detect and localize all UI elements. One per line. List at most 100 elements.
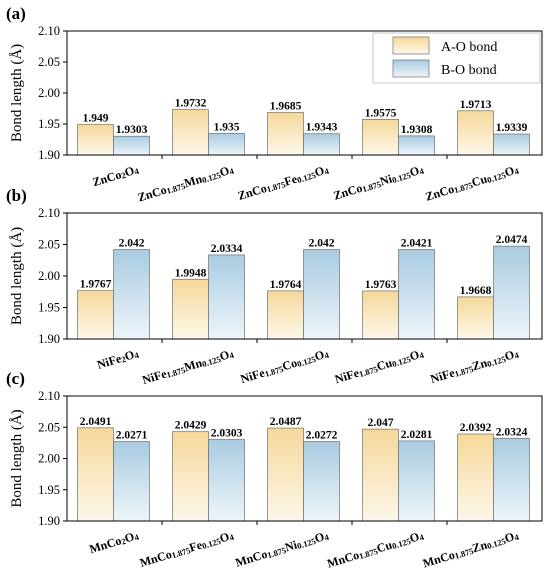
data-label: 1.9763 [365,279,397,291]
category-text: MnCo [325,548,360,571]
y-tick-label: 1.90 [38,514,60,528]
category-text: Cu [375,355,394,373]
category-subscript: 4 [228,350,236,361]
y-tick-label: 2.00 [38,452,60,466]
x-category-label-1: MnCo2O4 [88,528,141,557]
category-text: NiFe [140,366,168,387]
category-text: Zn [471,355,489,373]
y-axis-label: Bond length (Å) [9,409,25,507]
bar-a-o-3 [267,427,304,522]
bar-b-o-2 [208,439,245,522]
panel-label: (b) [6,186,27,205]
category-text: Cu [470,171,489,189]
x-category-label-4: ZnCo1.875Ni0.125O4 [332,162,426,203]
bar-b-o-3 [303,441,340,522]
data-label: 2.0474 [496,234,528,246]
bar-b-o-1 [113,441,150,522]
category-subscript: 2 [120,354,127,365]
category-text: Cu [375,537,394,555]
x-category-label-3: MnCo1.875Ni0.125O4 [234,528,331,570]
category-text: Fe [187,537,204,554]
category-text: Zn [471,537,489,555]
data-label: 2.0491 [80,416,112,428]
data-label: 1.9668 [460,285,492,297]
y-tick-label: 2.00 [38,269,60,283]
data-label: 1.9948 [175,267,207,279]
y-tick-label: 2.10 [38,389,60,403]
category-subscript: 4 [418,532,426,543]
bar-b-o-4 [398,135,435,156]
category-text: NiFe [333,365,361,386]
data-label: 2.0487 [270,416,302,428]
category-text: O [313,163,326,179]
data-label: 2.0429 [175,420,207,432]
panel-label: (c) [6,369,25,388]
bar-b-o-1 [113,135,150,156]
data-label: 2.0303 [211,428,243,440]
legend-label: A-O bond [441,40,497,55]
category-text: O [503,529,516,545]
category-text: O [123,163,136,179]
category-text: MnCo [88,533,123,556]
x-category-label-2: MnCo1.875Fe0.125O4 [138,528,236,571]
category-subscript: 4 [513,350,521,361]
y-tick-label: 2.05 [38,420,60,434]
data-label: 1.9685 [270,101,302,113]
category-text: O [408,529,421,545]
bar-b-o-3 [303,133,340,156]
data-label: 2.042 [119,238,145,250]
y-axis-label: Bond length (Å) [9,44,25,142]
data-label: 1.9732 [175,98,207,110]
category-text: O [503,163,516,179]
chart-panel-1: (a) Bond length (Å) 1.949 1.9732 1.9685 1.957… [6,4,543,204]
legend-label: B-O bond [441,63,497,78]
data-label: 1.9767 [80,279,112,291]
bar-b-o-4 [398,440,435,522]
bar-a-o-3 [267,290,304,340]
x-category-label-3: NiFe1.875Co0.125O4 [239,346,331,387]
category-text: Mn [182,355,204,374]
category-text: MnCo [234,547,269,570]
data-label: 1.9713 [460,99,492,111]
category-subscript: 4 [228,166,236,177]
bar-a-o-4 [362,118,399,156]
category-text: ZnCo [424,182,456,204]
category-text: Fe [282,171,299,188]
bar-b-o-3 [303,249,340,340]
bar-b-o-4 [398,249,435,340]
x-category-label-1: ZnCo2O4 [91,162,141,190]
x-category-label-4: MnCo1.875Cu0.125O4 [325,528,425,571]
data-label: 2.0281 [401,429,433,441]
category-subscript: 2 [120,536,127,547]
legend: A-O bond B-O bond [372,32,541,84]
x-category-label-5: MnCo1.875Zn0.125O4 [421,528,521,571]
category-subscript: 4 [418,350,426,361]
y-tick-label: 1.90 [38,332,60,346]
data-label: 1.9339 [496,122,528,134]
data-label: 1.9308 [401,124,433,136]
y-tick-label: 2.00 [38,86,60,100]
category-text: ZnCo [332,181,364,203]
panel-label: (a) [6,4,26,23]
category-text: O [313,529,326,545]
data-label: 1.9764 [270,279,302,291]
category-text: O [408,163,421,179]
x-category-label-5: ZnCo1.875Cu0.125O4 [424,162,521,204]
bar-a-o-5 [457,433,494,522]
chart-panel-3: (c) Bond length (Å) 2.0491 2.0429 2.0487 2.04… [6,369,543,571]
category-subscript: 4 [513,166,521,177]
bar-a-o-2 [172,431,209,522]
category-text: Mn [182,171,204,190]
data-label: 1.9575 [365,107,397,119]
y-tick-label: 1.90 [38,148,60,162]
bar-a-o-5 [457,296,494,340]
y-tick-label: 2.05 [38,238,60,252]
bar-a-o-4 [362,428,399,522]
y-axis-label: Bond length (Å) [9,227,25,325]
category-subscript: 4 [323,166,331,177]
category-text: O [408,347,421,363]
legend-swatch-b-o [392,59,430,78]
category-subscript: 4 [133,532,141,543]
data-label: 1.9303 [116,124,148,136]
chart-panel-2: (b) Bond length (Å) 1.9767 1.9948 1.9764 1.97… [6,186,543,387]
